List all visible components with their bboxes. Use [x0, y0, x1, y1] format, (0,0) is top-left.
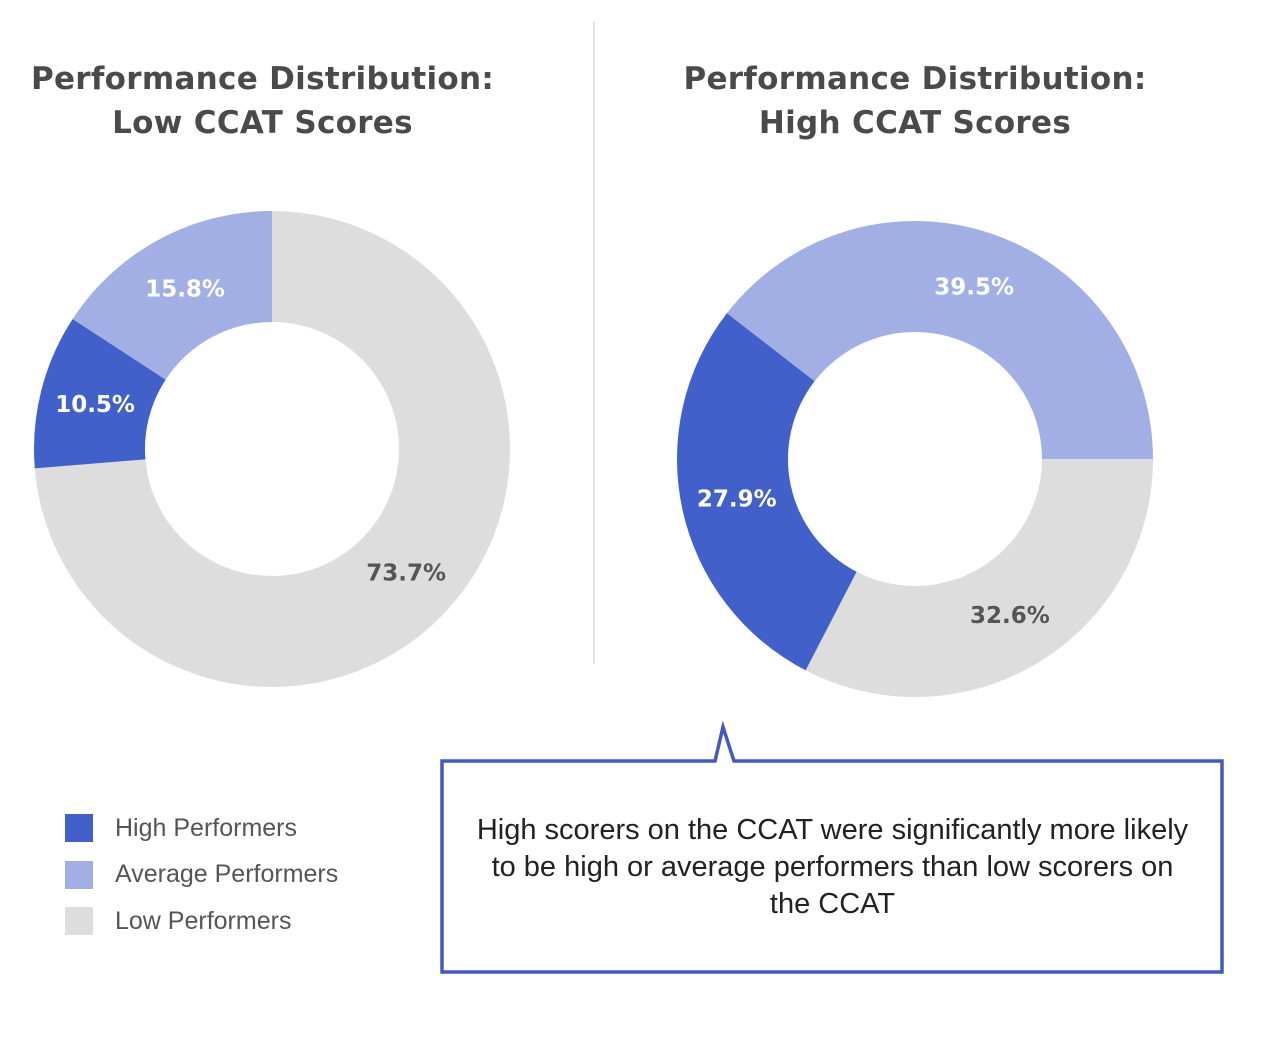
- legend-label: Low Performers: [115, 906, 292, 935]
- legend-label: High Performers: [115, 813, 297, 842]
- legend: High Performers Average Performers Low P…: [65, 805, 338, 945]
- callout-box: [440, 720, 1224, 974]
- slice-high-performers: [676, 313, 857, 671]
- data-label: 73.7%: [366, 561, 446, 587]
- data-label: 32.6%: [970, 603, 1050, 629]
- title-line: High CCAT Scores: [758, 105, 1072, 141]
- legend-swatch: [65, 814, 93, 843]
- data-label: 27.9%: [697, 486, 777, 512]
- data-label: 10.5%: [55, 392, 135, 418]
- legend-item-high: High Performers: [65, 805, 338, 852]
- title-line: Performance Distribution:: [30, 61, 495, 97]
- title-line: Low CCAT Scores: [112, 105, 413, 141]
- donut-high-ccat: 32.6% 27.9% 39.5%: [676, 220, 1153, 698]
- data-label: 15.8%: [145, 277, 225, 303]
- legend-swatch: [65, 907, 93, 936]
- chart-title-high: Performance Distribution: High CCAT Scor…: [660, 57, 1170, 145]
- slice-high-performers: [34, 318, 166, 469]
- legend-label: Average Performers: [115, 860, 339, 889]
- chart-title-low: Performance Distribution: Low CCAT Score…: [10, 57, 515, 145]
- legend-swatch: [65, 860, 93, 889]
- slice-average-performers: [726, 220, 1153, 459]
- data-label: 39.5%: [934, 274, 1014, 300]
- legend-item-low: Low Performers: [65, 898, 338, 945]
- legend-item-average: Average Performers: [65, 852, 338, 899]
- slice-low-performers: [34, 211, 511, 688]
- slice-low-performers: [805, 459, 1153, 698]
- callout-text: High scorers on the CCAT were significan…: [476, 814, 1189, 920]
- slice-average-performers: [72, 211, 272, 380]
- title-line: Performance Distribution:: [683, 61, 1147, 97]
- donut-low-ccat: 73.7% 10.5% 15.8%: [34, 211, 511, 688]
